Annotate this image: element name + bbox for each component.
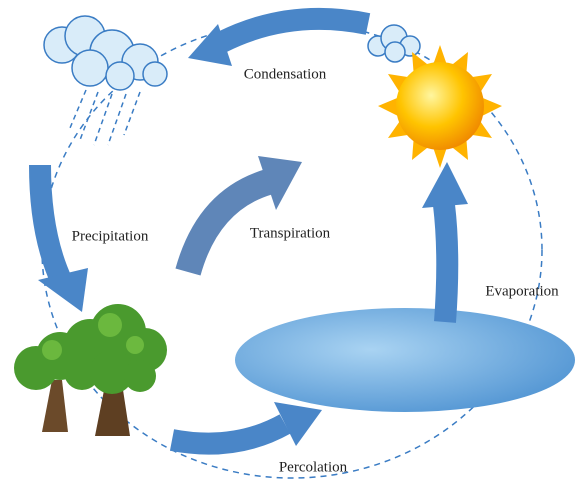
arrow-heads [38, 24, 468, 446]
arrow-head [188, 24, 232, 66]
arrow-precipitation [29, 164, 73, 287]
label-condensation: Condensation [244, 66, 327, 82]
arrow-condensation [217, 7, 371, 52]
label-evaporation: Evaporation [485, 283, 559, 299]
rain-cloud [43, 15, 168, 91]
label-precipitation: Precipitation [72, 228, 149, 244]
arrow-head [38, 268, 88, 312]
arrow-transpiration [175, 169, 273, 276]
arrow-head [258, 156, 302, 210]
sun [378, 45, 502, 168]
rain [69, 89, 141, 146]
arrow-percolation [169, 414, 291, 455]
trees [14, 304, 167, 436]
arrow-evaporation [433, 203, 459, 323]
lake [235, 308, 575, 412]
arrow-head [274, 402, 322, 446]
label-percolation: Percolation [279, 459, 348, 475]
cycle-arrows [29, 7, 459, 455]
arrow-head [422, 162, 468, 208]
label-transpiration: Transpiration [250, 225, 331, 241]
small-cloud [367, 24, 421, 63]
